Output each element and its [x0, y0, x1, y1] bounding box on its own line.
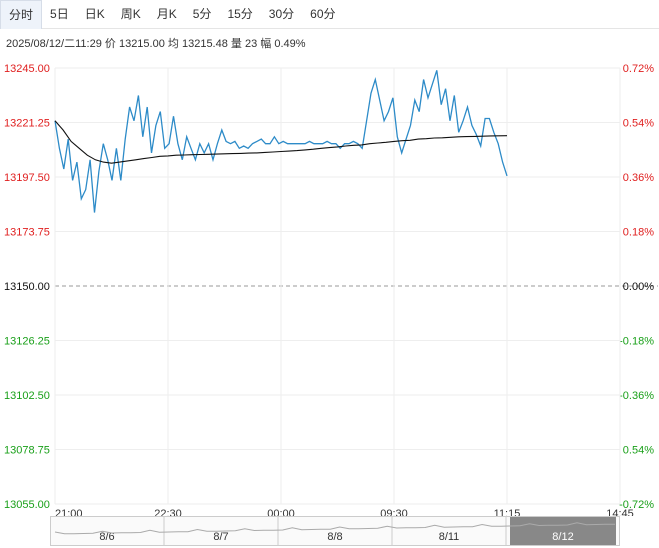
tab-15min[interactable]: 15分	[227, 7, 253, 21]
y-tick-label-right: 0.18%	[623, 227, 654, 239]
avg-label: 均	[167, 38, 179, 50]
volume-value: 23	[244, 38, 258, 50]
y-tick-label-left: 13173.75	[4, 227, 50, 239]
y-tick-label-left: 13221.25	[4, 118, 50, 130]
y-tick-label-left: 13102.50	[4, 390, 50, 402]
y-tick-label-left: 13078.75	[4, 445, 50, 457]
x-tick-label: 11:15	[494, 508, 521, 516]
navigator-mini-line	[54, 522, 616, 535]
change-value: 0.49%	[274, 38, 306, 50]
navigator-date-label: 8/8	[327, 531, 342, 543]
tab-30min[interactable]: 30分	[268, 7, 295, 21]
y-tick-label-left: 13126.25	[4, 336, 50, 348]
navigator-date-label: 8/6	[99, 531, 114, 543]
y-tick-label-right: -0.36%	[619, 390, 654, 402]
change-label: 幅	[260, 38, 272, 50]
y-tick-label-left: 13055.00	[4, 499, 50, 511]
volume-label: 量	[230, 38, 242, 50]
tab-monthly-k[interactable]: 月K	[156, 7, 177, 21]
y-tick-label-left: 13245.00	[4, 63, 50, 75]
x-tick-label: 21:00	[55, 508, 83, 516]
y-tick-label-left: 13150.00	[4, 281, 50, 293]
y-tick-label-right: 0.72%	[623, 63, 654, 75]
date-range-navigator[interactable]: 8/6 8/7 8/8 8/11 8/12	[50, 516, 620, 546]
y-tick-label-right: -0.72%	[619, 499, 654, 511]
price-value: 13215.00	[118, 38, 165, 50]
quote-info-line: 2025/08/12/二11:29 价 13215.00 均 13215.48 …	[6, 35, 306, 51]
x-tick-label: 22:30	[154, 508, 182, 516]
y-tick-label-right: 0.54%	[623, 445, 654, 457]
tab-60min[interactable]: 60分	[310, 7, 336, 21]
x-tick-label: 09:30	[380, 508, 408, 516]
y-tick-label-right: 0.36%	[623, 172, 654, 184]
navigator-date-label: 8/11	[439, 531, 460, 543]
average-price-line	[54, 120, 508, 164]
tab-daily-k[interactable]: 日K	[84, 7, 105, 21]
tab-weekly-k[interactable]: 周K	[120, 7, 141, 21]
y-tick-label-right: -0.18%	[619, 336, 654, 348]
avg-value: 13215.48	[181, 38, 228, 50]
y-tick-label-right: 0.54%	[623, 118, 654, 130]
y-tick-label-left: 13197.50	[4, 172, 50, 184]
quote-datetime: 2025/08/12/二11:29	[6, 38, 102, 50]
y-tick-label-right: 0.00%	[623, 281, 654, 293]
tab-5day[interactable]: 5日	[50, 7, 69, 21]
navigator-selected-range	[510, 517, 616, 545]
chart-period-tabs: 分时 5日 日K 周K 月K 5分 15分 30分 60分	[0, 0, 659, 29]
tab-intraday[interactable]: 分时	[0, 0, 43, 29]
x-tick-label: 14:45	[606, 508, 634, 516]
tab-5min[interactable]: 5分	[192, 7, 212, 21]
price-label: 价	[104, 38, 116, 50]
x-tick-label: 00:00	[267, 508, 295, 516]
intraday-price-chart[interactable]: 13245.00 0.72% 13221.25 0.54% 13197.50 0.36% 1…	[0, 56, 659, 516]
price-series-line	[54, 70, 508, 213]
navigator-date-label: 8/12	[552, 531, 573, 543]
navigator-date-label: 8/7	[213, 531, 228, 543]
